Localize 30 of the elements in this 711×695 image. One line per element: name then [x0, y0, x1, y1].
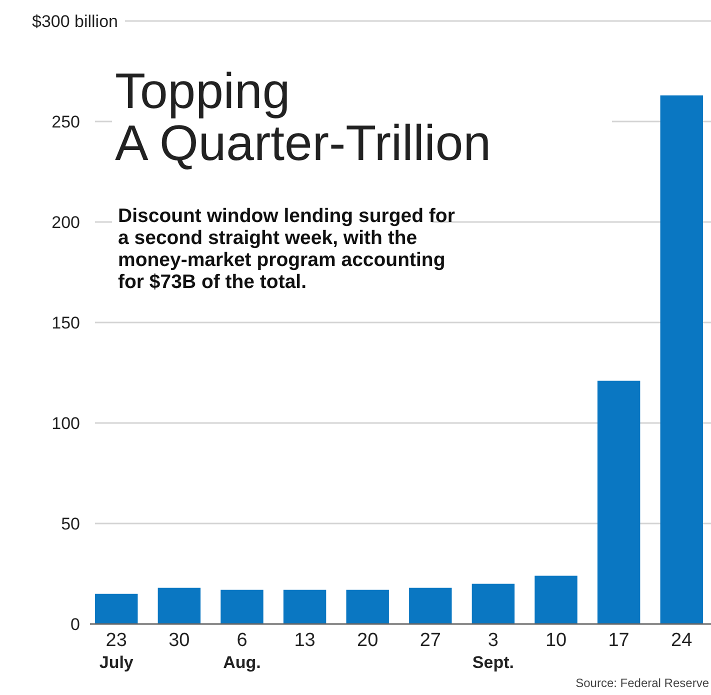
x-tick-label: 17 — [608, 630, 630, 651]
bar — [95, 594, 138, 624]
source-note: Source: Federal Reserve — [576, 676, 710, 690]
x-tick-label: 30 — [168, 630, 190, 651]
x-tick-label: 3 Sept. — [472, 630, 514, 672]
x-tick-label: 24 — [671, 630, 693, 651]
x-tick-label: 6 Aug. — [223, 630, 261, 672]
x-tick-label: 23 July — [99, 630, 134, 672]
text: Topping A Quarter-Trillion — [115, 63, 492, 171]
text: Discount window lending surged for a second straight week, with the money-market program accounting for $73B of the total. — [118, 205, 456, 293]
x-tick-label: 27 — [420, 630, 441, 651]
y-tick-label: 50 — [61, 514, 80, 534]
bar — [220, 590, 264, 624]
x-tick-label: 20 — [357, 630, 378, 651]
bar — [283, 590, 326, 624]
bar — [409, 588, 452, 624]
bar — [534, 576, 578, 624]
x-tick-label: 13 — [294, 630, 316, 651]
y-tick-label: 100 — [52, 414, 80, 433]
y-tick-label: 200 — [52, 212, 80, 232]
bar — [346, 590, 389, 624]
y-tick-label: 150 — [52, 313, 80, 332]
y-tick-label: 250 — [52, 112, 80, 132]
bar — [597, 380, 640, 624]
x-tick-label: 10 — [545, 630, 567, 651]
y-tick-label: $300 billion — [32, 12, 118, 31]
bar — [472, 584, 515, 624]
bar — [158, 588, 201, 624]
bar — [660, 95, 703, 624]
y-tick-label: 0 — [70, 614, 80, 634]
